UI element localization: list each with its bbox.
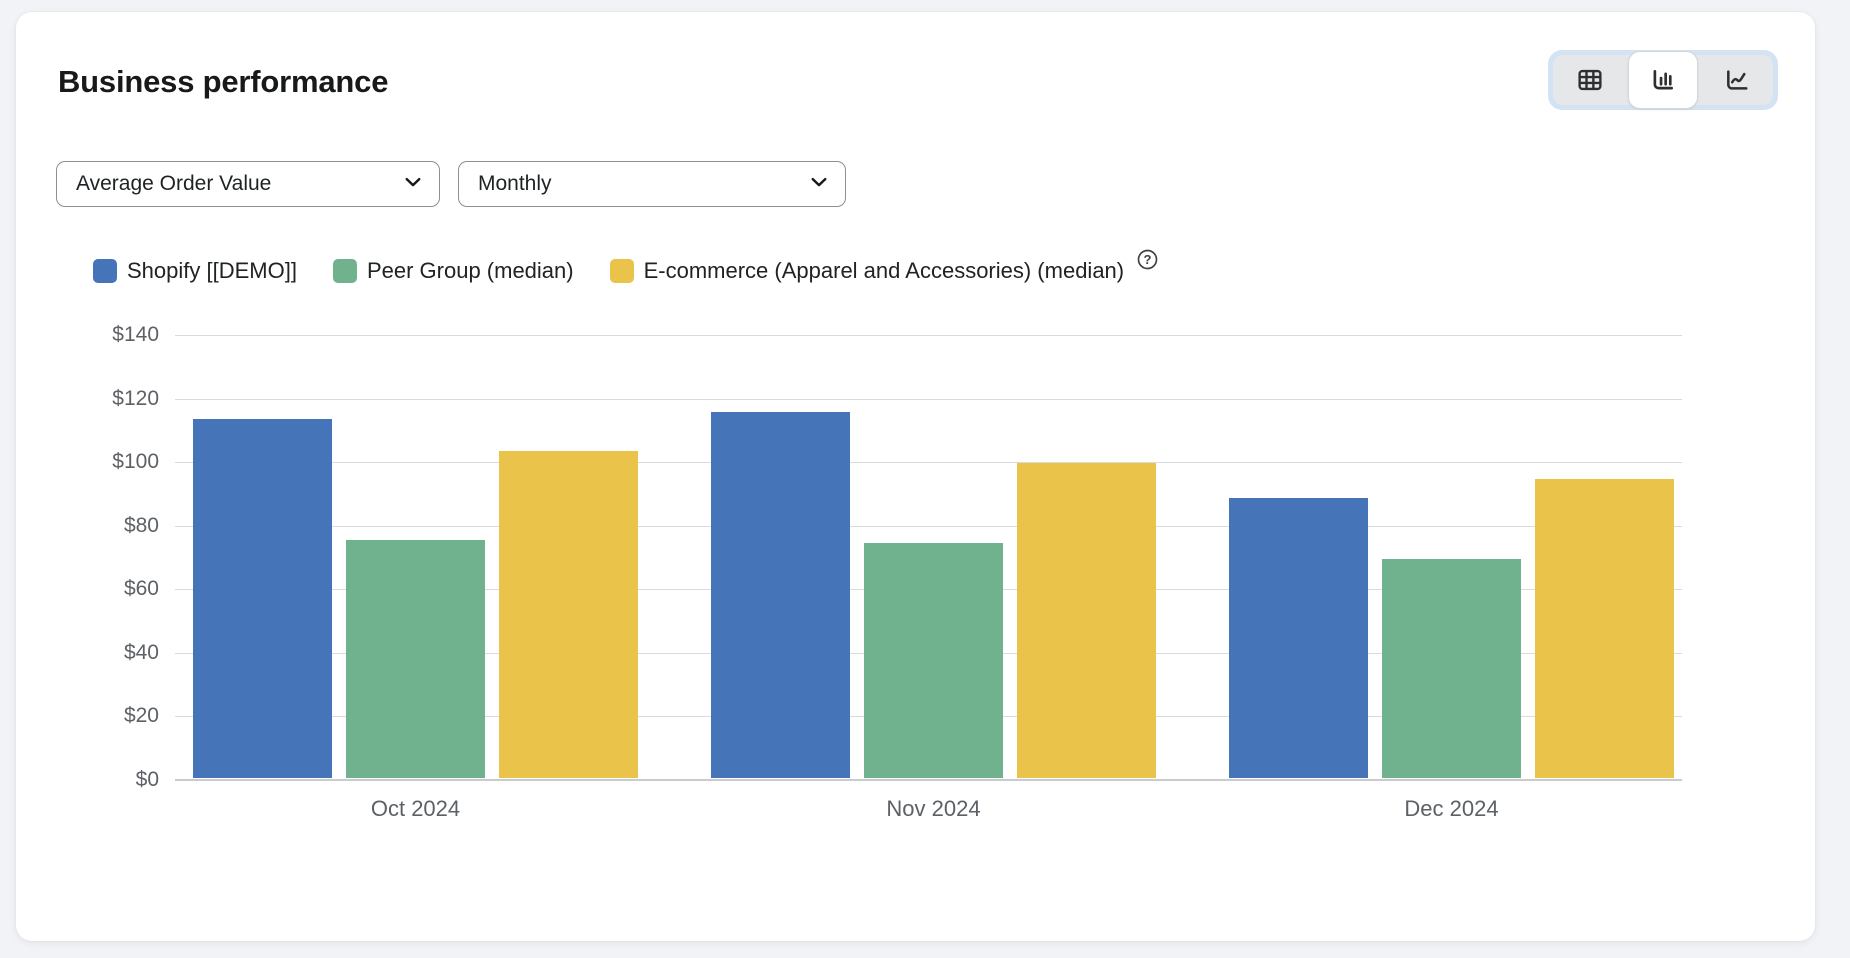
x-axis: Oct 2024 Nov 2024 Dec 2024 [175, 796, 1682, 826]
line-chart-icon [1722, 66, 1752, 94]
bar-chart: $0 $20 $40 $60 $80 $100 $120 $140 Oct 2024 Nov 2… [16, 12, 1815, 941]
legend-item-ecommerce: E-commerce (Apparel and Accessories) (me… [609, 258, 1125, 284]
y-tick-label: $60 [123, 577, 159, 601]
business-performance-card: Business performance [16, 12, 1815, 941]
granularity-select[interactable]: Monthly [458, 161, 846, 207]
legend-swatch [609, 259, 634, 283]
chevron-down-icon [806, 169, 832, 200]
gridline [175, 398, 1682, 400]
bar[interactable] [1382, 558, 1521, 778]
bar[interactable] [346, 539, 485, 778]
table-view-button[interactable] [1553, 55, 1626, 105]
page-title: Business performance [58, 64, 389, 99]
bar-chart-icon [1648, 66, 1678, 94]
legend-item-shopify: Shopify [[DEMO]] [93, 258, 297, 284]
y-tick-label: $100 [112, 450, 159, 474]
bar[interactable] [1229, 498, 1368, 778]
bar[interactable] [711, 412, 850, 778]
plot-area [175, 335, 1682, 781]
chart-legend: Shopify [[DEMO]] Peer Group (median) E-c… [93, 249, 1159, 285]
table-icon [1575, 66, 1605, 94]
metric-select-value: Average Order Value [76, 172, 272, 195]
y-axis: $0 $20 $40 $60 $80 $100 $120 $140 [16, 323, 159, 791]
y-tick-label: $140 [112, 323, 159, 346]
x-baseline [175, 779, 1682, 781]
x-axis-label: Oct 2024 [370, 796, 461, 821]
bar[interactable] [499, 450, 638, 778]
legend-label: Peer Group (median) [366, 258, 574, 283]
gridline [175, 462, 1682, 464]
legend-swatch [332, 259, 357, 283]
y-tick-label: $20 [123, 704, 159, 728]
question-mark-icon[interactable]: ? [1136, 248, 1159, 276]
bar[interactable] [193, 418, 332, 778]
bar[interactable] [1017, 463, 1156, 778]
x-axis-label: Nov 2024 [886, 796, 981, 821]
y-tick-label: $120 [112, 386, 159, 410]
metric-select[interactable]: Average Order Value [56, 161, 440, 207]
legend-swatch [93, 259, 117, 283]
bar[interactable] [1535, 479, 1674, 778]
legend-item-peer-group: Peer Group (median) [332, 258, 574, 284]
legend-label: Shopify [[DEMO]] [127, 258, 297, 283]
y-tick-label: $0 [135, 768, 159, 791]
svg-text:?: ? [1144, 252, 1152, 267]
legend-label: E-commerce (Apparel and Accessories) (me… [643, 258, 1125, 283]
chevron-down-icon [400, 169, 426, 200]
bar[interactable] [864, 542, 1003, 778]
line-chart-view-button[interactable] [1700, 55, 1773, 105]
x-axis-label: Dec 2024 [1404, 796, 1499, 821]
gridline [175, 525, 1682, 527]
gridline [175, 335, 1682, 336]
y-tick-label: $40 [123, 640, 159, 664]
chart-view-toggle-group [1553, 51, 1773, 109]
bar-chart-view-button[interactable] [1628, 51, 1698, 109]
y-tick-label: $80 [123, 513, 159, 537]
granularity-select-value: Monthly [478, 172, 552, 195]
chart-view-toggle [1548, 50, 1778, 110]
